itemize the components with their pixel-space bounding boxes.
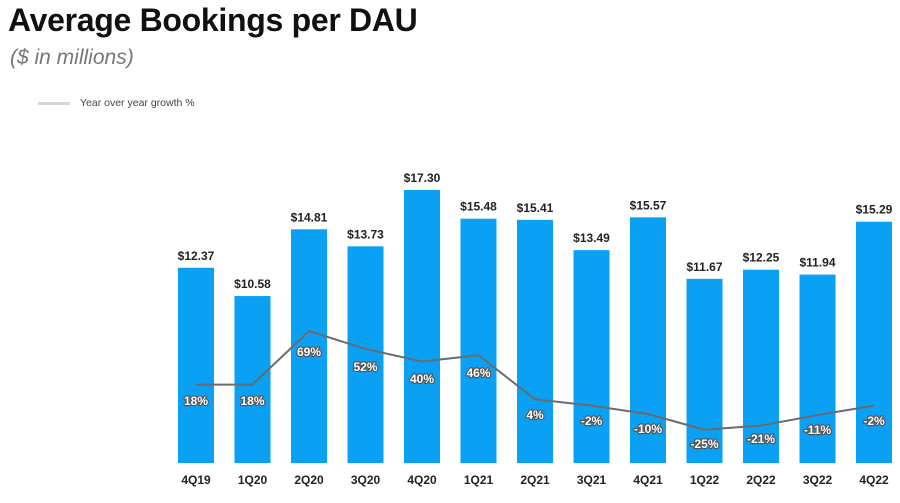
x-tick-label-3Q22: 3Q22 [803,473,833,487]
bar-value-label-1Q20: $10.58 [234,277,271,291]
bar-4Q22 [856,221,892,463]
x-tick-label-1Q21: 1Q21 [464,473,494,487]
bar-value-label-2Q22: $12.25 [743,251,780,265]
growth-label-1Q20: 18% [240,394,264,408]
x-tick-label-2Q21: 2Q21 [520,473,550,487]
bar-1Q20 [234,296,271,463]
bar-4Q19 [178,267,214,463]
growth-label-4Q22: -2% [863,414,885,428]
x-tick-label-4Q22: 4Q22 [859,473,889,487]
growth-label-4Q19: 18% [184,394,208,408]
bar-value-label-4Q21: $15.57 [630,198,667,212]
growth-label-3Q20: 52% [353,360,377,374]
legend-line-swatch [38,101,70,105]
x-tick-label-4Q21: 4Q21 [633,473,663,487]
bar-2Q20 [291,229,327,463]
growth-line [196,330,875,431]
x-tick-label-2Q22: 2Q22 [746,473,776,487]
legend: Year over year growth % [38,96,195,110]
bar-3Q22 [799,274,836,463]
bar-value-label-4Q19: $12.37 [178,249,215,263]
x-tick-label-4Q20: 4Q20 [407,473,437,487]
bar-2Q21 [517,219,553,463]
growth-label-2Q21: 4% [526,408,544,422]
chart-subtitle: ($ in millions) [10,46,134,69]
bar-4Q20 [404,190,440,463]
x-tick-label-1Q22: 1Q22 [690,473,720,487]
bar-value-label-4Q20: $17.30 [404,171,441,185]
legend-line-label: Year over year growth % [80,97,195,109]
bar-value-label-3Q21: $13.49 [573,231,610,245]
x-tick-label-3Q20: 3Q20 [351,473,381,487]
growth-label-1Q22: -25% [690,437,718,451]
bar-4Q21 [630,217,666,463]
growth-label-2Q22: -21% [747,432,775,446]
growth-label-1Q21: 46% [466,366,490,380]
bar-value-label-3Q22: $11.94 [799,256,835,270]
x-tick-label-2Q20: 2Q20 [294,473,324,487]
growth-label-3Q22: -11% [804,423,832,437]
growth-label-2Q20: 69% [297,345,321,359]
x-tick-label-3Q21: 3Q21 [577,473,607,487]
bar-3Q20 [347,246,384,463]
bar-value-label-1Q21: $15.48 [460,200,497,214]
bar-value-label-2Q21: $15.41 [517,201,554,215]
bar-1Q21 [460,218,497,463]
chart-title: Average Bookings per DAU [8,2,418,38]
growth-label-4Q21: -10% [634,422,662,436]
bar-2Q22 [743,269,779,463]
bar-value-label-2Q20: $14.81 [291,210,328,224]
bar-1Q22 [686,278,723,463]
bar-3Q21 [573,250,610,463]
bar-value-label-3Q20: $13.73 [347,227,384,241]
growth-label-4Q20: 40% [410,372,434,386]
x-tick-label-4Q19: 4Q19 [181,473,211,487]
bar-value-label-1Q22: $11.67 [686,260,722,274]
bar-value-label-4Q22: $15.29 [856,203,893,217]
x-tick-label-1Q20: 1Q20 [238,473,268,487]
growth-label-3Q21: -2% [581,414,603,428]
